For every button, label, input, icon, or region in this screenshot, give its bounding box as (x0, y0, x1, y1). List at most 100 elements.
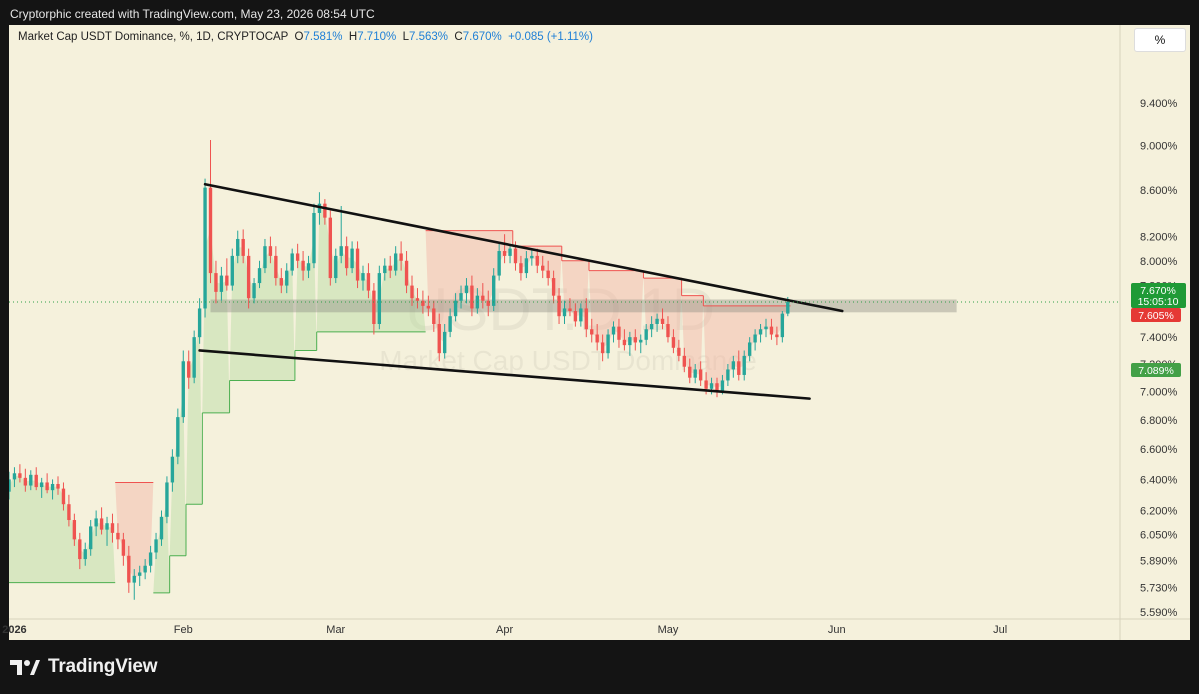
price-tick-label: 6.600% (1140, 444, 1178, 456)
candle-body (56, 483, 60, 489)
price-axis[interactable]: 9.400%9.000%8.600%8.200%8.000%7.800%7.60… (1140, 98, 1178, 619)
candle-body (72, 520, 77, 540)
candle-body (541, 265, 545, 271)
supertrend-fill-area (681, 295, 704, 375)
candle-body (306, 263, 311, 271)
candle-body (606, 334, 610, 354)
candle-body (170, 456, 175, 483)
candle-body (415, 298, 420, 301)
candle-body (698, 369, 703, 381)
price-tick-label: 5.730% (1140, 583, 1178, 595)
candle-body (704, 380, 708, 389)
candle-body (257, 268, 262, 284)
candle-body (590, 329, 594, 335)
candle-body (432, 308, 436, 325)
symbol-legend[interactable]: Market Cap USDT Dominance, %, 1D, CRYPTO… (18, 31, 593, 43)
candle-body (148, 552, 153, 566)
price-tick-label: 9.000% (1140, 140, 1178, 152)
legend-open: 7.581% (303, 31, 343, 43)
legend-open-label: O (294, 31, 304, 43)
candle-body (426, 305, 431, 309)
candle-body (633, 337, 637, 343)
red-price-tag (1131, 308, 1181, 322)
supertrend-fill-area (561, 260, 589, 319)
supertrend-fill-area (294, 237, 317, 351)
candle-body (214, 273, 218, 292)
candle-body (622, 339, 627, 346)
candle-body (715, 383, 719, 392)
candle-body (328, 217, 333, 279)
candle-body (649, 324, 654, 330)
candle-body (666, 324, 670, 338)
chart-panel[interactable] (9, 25, 1190, 640)
candle-body (361, 273, 365, 281)
candle-body (764, 326, 768, 330)
candle-body (758, 329, 763, 335)
supertrend-fill-area (153, 499, 170, 593)
tradingview-logo-icon (10, 660, 40, 675)
candle-body (9, 479, 11, 492)
candle-body (295, 253, 300, 261)
candle-body (786, 302, 790, 314)
time-tick-label: Jul (993, 624, 1007, 636)
candle-body (67, 504, 71, 521)
candle-body (110, 523, 115, 533)
candle-body (573, 311, 578, 322)
candle-body (530, 255, 534, 259)
candle-body (34, 474, 38, 488)
candle-body (39, 482, 44, 488)
legend-low-label: L (402, 31, 410, 43)
time-tick-label: May (658, 624, 679, 636)
candle-body (192, 337, 196, 378)
price-tick-label: 5.590% (1140, 607, 1178, 619)
price-tick-label: 7.400% (1140, 332, 1178, 344)
candle-body (742, 355, 746, 375)
supertrend-fill-area (316, 208, 426, 332)
attribution-text: Cryptorphic created with TradingView.com… (10, 7, 375, 21)
candle-body (12, 473, 17, 480)
candle-body (377, 273, 382, 325)
candle-body (83, 549, 87, 560)
time-tick-label: 2026 (2, 624, 26, 636)
price-tick-label: 8.000% (1140, 256, 1178, 268)
candle-body (442, 331, 447, 354)
supertrend-fill-area (703, 305, 791, 388)
candle-body (437, 324, 441, 354)
trendline-upper (203, 182, 844, 313)
last-price-tag (1131, 283, 1186, 308)
percent-scale-button[interactable]: % (1134, 28, 1186, 52)
tradingview-brand[interactable]: TradingView (10, 656, 158, 678)
candle-body (339, 246, 343, 256)
candle-body (187, 361, 191, 378)
candle-body (176, 417, 180, 457)
candle-body (421, 300, 425, 306)
candle-body (448, 316, 452, 332)
time-axis[interactable]: 2026 Feb Mar Apr May Jun Jul (2, 624, 1007, 636)
candle-body (486, 300, 490, 306)
candle-body (372, 290, 376, 325)
candle-body (562, 308, 567, 317)
time-tick-label: Mar (326, 624, 345, 636)
candle-body (617, 326, 621, 340)
candle-body (383, 265, 387, 274)
candle-body (557, 295, 561, 317)
candle-body (208, 187, 213, 274)
candle-body (639, 339, 643, 343)
candle-body (492, 275, 496, 306)
price-tick-label: 8.600% (1140, 185, 1178, 197)
candle-body (252, 283, 256, 299)
candle-body (89, 526, 93, 550)
red-price-label: 7.605% (1138, 310, 1174, 322)
candle-body (366, 273, 371, 291)
candle-body (677, 347, 681, 356)
price-tick-label: 6.800% (1140, 415, 1178, 427)
supertrend-fill-area (169, 388, 186, 556)
candle-body (165, 482, 169, 517)
candle-body (50, 483, 55, 491)
supertrend-fill-area (229, 247, 295, 381)
candle-body (279, 278, 283, 286)
candle-body (29, 474, 33, 486)
supertrend-fill-area (115, 482, 154, 580)
candle-body (508, 248, 512, 256)
